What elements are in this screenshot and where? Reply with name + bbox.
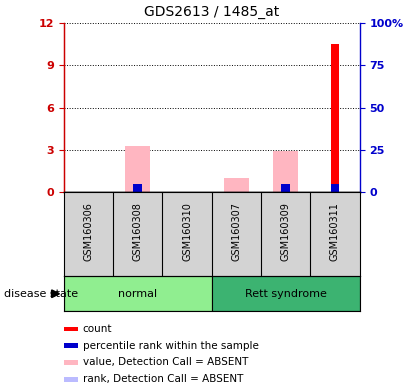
Bar [330,184,339,192]
Bar [64,360,78,365]
Bar [64,343,78,348]
Bar [133,185,142,192]
Text: Rett syndrome: Rett syndrome [245,289,327,299]
Text: rank, Detection Call = ABSENT: rank, Detection Call = ABSENT [83,374,243,384]
Bar [281,184,290,192]
Bar [273,151,298,192]
Bar [330,185,339,192]
Bar [125,146,150,192]
Text: GSM160311: GSM160311 [330,202,340,261]
Text: disease state: disease state [4,289,78,299]
Text: GSM160309: GSM160309 [281,202,291,261]
Bar [224,178,249,192]
Bar [64,276,212,311]
Title: GDS2613 / 1485_at: GDS2613 / 1485_at [144,5,279,19]
Text: value, Detection Call = ABSENT: value, Detection Call = ABSENT [83,358,248,367]
Text: GSM160308: GSM160308 [133,202,143,261]
Bar [281,185,290,192]
Bar [64,326,78,331]
Text: count: count [83,324,112,334]
Bar [133,184,142,192]
Bar [330,44,339,192]
Bar [212,276,360,311]
Bar [64,377,78,382]
Text: GSM160306: GSM160306 [83,202,93,261]
Text: percentile rank within the sample: percentile rank within the sample [83,341,259,351]
Text: GSM160310: GSM160310 [182,202,192,261]
Text: GSM160307: GSM160307 [231,202,241,261]
Text: normal: normal [118,289,157,299]
